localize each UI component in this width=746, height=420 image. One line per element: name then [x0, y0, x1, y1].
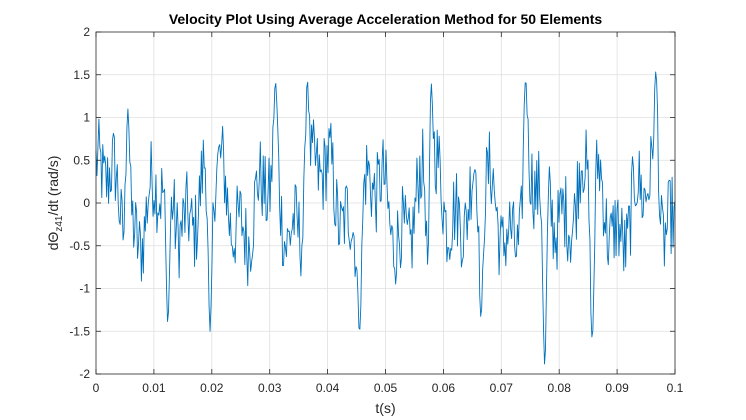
y-tick-label: 1.5 [73, 68, 90, 82]
ticks [95, 31, 676, 375]
y-tick-label: 2 [83, 25, 90, 39]
x-tick-label: 0.04 [316, 381, 340, 395]
y-axis-label-prefix: dΘ [45, 232, 61, 251]
x-tick-label: 0.07 [490, 381, 514, 395]
x-axis-label: t(s) [375, 400, 395, 416]
y-axis-label-suffix: /dt (rad/s) [45, 156, 61, 216]
chart-title: Velocity Plot Using Average Acceleration… [169, 11, 603, 27]
x-tick-label: 0.1 [667, 381, 684, 395]
y-tick-labels: -2 -1.5 -1 -0.5 0 0.5 1 1.5 2 [69, 25, 90, 381]
y-tick-label: -1 [79, 282, 90, 296]
x-tick-label: 0.01 [142, 381, 166, 395]
y-tick-label: 1 [83, 111, 90, 125]
y-axis-label-subscript: z41 [54, 215, 65, 232]
x-tick-label: 0.05 [374, 381, 398, 395]
y-tick-label: -0.5 [69, 239, 90, 253]
series-line-velocity [95, 71, 676, 365]
y-tick-label: -2 [79, 367, 90, 381]
x-tick-label: 0.08 [548, 381, 572, 395]
x-tick-label: 0.09 [605, 381, 629, 395]
y-axis-label: dΘz41/dt (rad/s) [45, 156, 65, 251]
x-tick-label: 0.02 [200, 381, 224, 395]
x-tick-label: 0.06 [432, 381, 456, 395]
y-tick-label: 0.5 [73, 153, 90, 167]
series-layer [95, 71, 676, 365]
x-tick-label: 0.03 [258, 381, 282, 395]
x-tick-label: 0 [93, 381, 100, 395]
x-tick-labels: 0 0.01 0.02 0.03 0.04 0.05 0.06 0.07 0.08 0.09 0.1 [93, 381, 684, 395]
y-tick-label: -1.5 [69, 324, 90, 338]
y-tick-label: 0 [83, 196, 90, 210]
